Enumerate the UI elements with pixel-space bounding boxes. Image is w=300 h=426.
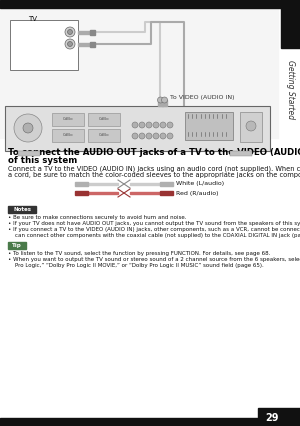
Bar [0, 0, 300, 8]
Circle shape [68, 41, 73, 46]
Circle shape [167, 122, 173, 128]
Circle shape [146, 133, 152, 139]
Circle shape [68, 29, 73, 35]
Bar [75, 191, 88, 195]
Bar [78, 43, 92, 46]
Text: Pro Logic,” “Dolby Pro Logic II MOVIE,” or “Dolby Pro Logic II MUSIC” sound fiel: Pro Logic,” “Dolby Pro Logic II MOVIE,” … [8, 263, 264, 268]
Text: • Be sure to make connections securely to avoid hum and noise.: • Be sure to make connections securely t… [8, 215, 187, 220]
Circle shape [160, 122, 166, 128]
Bar [240, 112, 262, 142]
Circle shape [132, 122, 138, 128]
Bar [5, 106, 270, 151]
Circle shape [146, 122, 152, 128]
Bar [160, 182, 173, 186]
Bar [258, 408, 300, 426]
Bar [130, 192, 160, 194]
Circle shape [139, 133, 145, 139]
Circle shape [158, 97, 164, 103]
Bar [230, 151, 252, 156]
Circle shape [153, 122, 159, 128]
Bar [8, 242, 26, 249]
Bar [130, 183, 160, 185]
Text: Connect a TV to the VIDEO (AUDIO IN) jacks using an audio cord (not supplied). W: Connect a TV to the VIDEO (AUDIO IN) jac… [8, 166, 300, 173]
Bar [160, 191, 173, 195]
Bar [88, 129, 120, 142]
Text: 0dBo: 0dBo [63, 133, 73, 138]
Text: To VIDEO (AUDIO IN): To VIDEO (AUDIO IN) [170, 95, 235, 101]
Bar [185, 112, 233, 140]
Text: a cord, be sure to match the color-coded sleeves to the appropriate jacks on the: a cord, be sure to match the color-coded… [8, 172, 300, 178]
Bar [18, 151, 40, 156]
Circle shape [65, 27, 75, 37]
Text: Getting Started: Getting Started [286, 60, 295, 120]
Bar [52, 129, 84, 142]
Text: White (L/audio): White (L/audio) [176, 181, 224, 187]
Text: 29: 29 [265, 413, 278, 423]
Bar [90, 41, 95, 46]
Text: of this system: of this system [8, 156, 77, 165]
Bar [0, 8, 278, 138]
Text: TV: TV [28, 16, 37, 22]
Bar [0, 418, 300, 426]
Bar [281, 0, 300, 48]
Text: • When you want to output the TV sound or stereo sound of a 2 channel source fro: • When you want to output the TV sound o… [8, 257, 300, 262]
Bar [88, 113, 120, 126]
Text: Notes: Notes [13, 207, 31, 212]
Bar [75, 182, 88, 186]
Bar [8, 206, 36, 213]
Circle shape [65, 39, 75, 49]
Circle shape [153, 133, 159, 139]
Text: To connect the AUDIO OUT jacks of a TV to the VIDEO (AUDIO IN) jacks: To connect the AUDIO OUT jacks of a TV t… [8, 148, 300, 157]
Text: • If you connect a TV to the VIDEO (AUDIO IN) jacks, other components, such as a: • If you connect a TV to the VIDEO (AUDI… [8, 227, 300, 232]
Bar [162, 100, 167, 106]
Circle shape [246, 121, 256, 131]
Bar [88, 192, 118, 194]
Bar [90, 29, 95, 35]
Circle shape [14, 114, 42, 142]
Circle shape [23, 123, 33, 133]
Bar [78, 31, 92, 34]
Circle shape [160, 133, 166, 139]
Text: can connect other components with the coaxial cable (not supplied) to the COAXIA: can connect other components with the co… [8, 233, 300, 238]
Bar [52, 113, 84, 126]
Text: Tip: Tip [12, 243, 22, 248]
Text: 0dBo: 0dBo [99, 118, 109, 121]
Text: 0dBo: 0dBo [63, 118, 73, 121]
Bar [158, 100, 163, 106]
Bar [88, 183, 118, 185]
Circle shape [161, 97, 167, 103]
Circle shape [167, 133, 173, 139]
Circle shape [139, 122, 145, 128]
Circle shape [132, 133, 138, 139]
Bar [10, 20, 78, 70]
Text: • If your TV does not have AUDIO OUT jacks, you cannot output the TV sound from : • If your TV does not have AUDIO OUT jac… [8, 221, 300, 226]
Text: 0dBo: 0dBo [99, 133, 109, 138]
Text: Red (R/audio): Red (R/audio) [176, 190, 218, 196]
Text: • To listen to the TV sound, select the function by pressing FUNCTION. For detai: • To listen to the TV sound, select the … [8, 251, 270, 256]
